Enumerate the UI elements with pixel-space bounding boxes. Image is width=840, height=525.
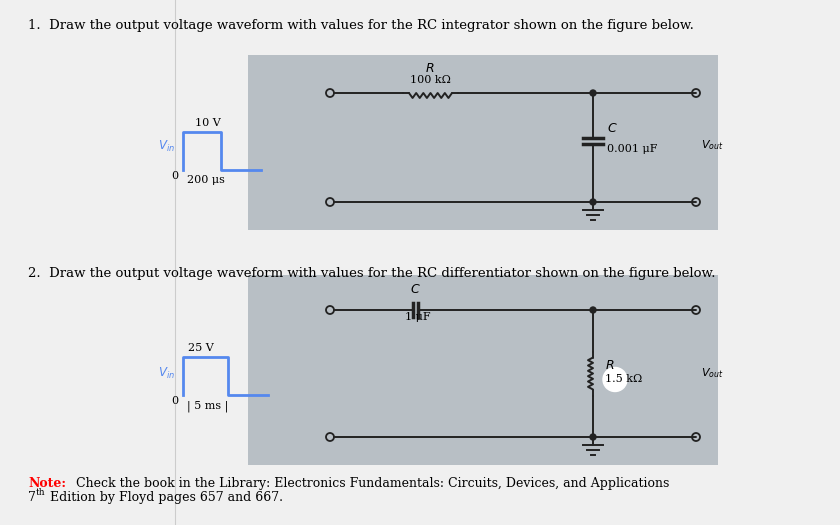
Text: 0.001 μF: 0.001 μF: [607, 143, 658, 153]
Text: $R$: $R$: [605, 359, 615, 372]
Text: 10 V: 10 V: [195, 118, 221, 128]
Text: $R$: $R$: [425, 62, 435, 75]
Text: 1.  Draw the output voltage waveform with values for the RC integrator shown on : 1. Draw the output voltage waveform with…: [28, 19, 694, 32]
Circle shape: [590, 307, 596, 313]
Text: 25 V: 25 V: [188, 343, 213, 353]
Text: 1.5 kΩ: 1.5 kΩ: [605, 374, 643, 384]
Text: Edition by Floyd pages 657 and 667.: Edition by Floyd pages 657 and 667.: [46, 491, 283, 504]
Circle shape: [590, 90, 596, 96]
Text: 0: 0: [171, 171, 178, 181]
Bar: [248, 55, 718, 230]
Circle shape: [603, 368, 627, 392]
Text: | 5 ms |: | 5 ms |: [186, 400, 228, 412]
Text: 0: 0: [171, 396, 178, 406]
Text: 200 μs: 200 μs: [187, 175, 225, 185]
Text: $C$: $C$: [410, 283, 421, 296]
Text: $V_{out}$: $V_{out}$: [701, 139, 723, 152]
Text: $V_{in}$: $V_{in}$: [158, 139, 175, 153]
Bar: [248, 275, 718, 465]
Text: $V_{out}$: $V_{out}$: [701, 366, 723, 381]
Text: Note:: Note:: [28, 477, 66, 490]
Text: 1 μF: 1 μF: [405, 312, 430, 322]
Circle shape: [590, 434, 596, 440]
Text: th: th: [36, 488, 45, 497]
Text: Check the book in the Library: Electronics Fundamentals: Circuits, Devices, and : Check the book in the Library: Electroni…: [72, 477, 669, 490]
Text: 100 kΩ: 100 kΩ: [410, 75, 450, 85]
Text: 7: 7: [28, 491, 36, 504]
Text: $C$: $C$: [607, 122, 617, 135]
Circle shape: [590, 199, 596, 205]
Text: $V_{in}$: $V_{in}$: [158, 365, 175, 381]
Text: 2.  Draw the output voltage waveform with values for the RC differentiator shown: 2. Draw the output voltage waveform with…: [28, 267, 716, 280]
